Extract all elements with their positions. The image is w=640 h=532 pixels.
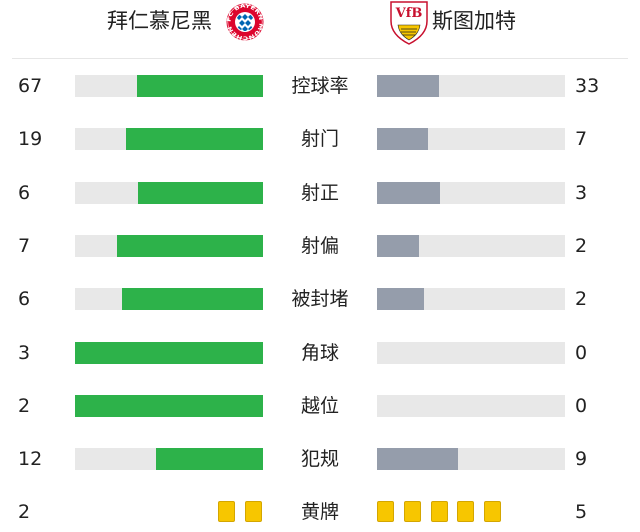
stat-label: 被封堵	[291, 288, 349, 311]
away-value: 7	[575, 128, 588, 151]
stat-label: 黄牌	[300, 501, 339, 524]
home-team-name[interactable]: 拜仁慕尼黑	[107, 9, 212, 33]
stat-label: 射正	[300, 181, 339, 204]
home-bar-track	[75, 288, 263, 311]
stat-label: 射门	[300, 128, 339, 151]
home-value: 19	[18, 128, 43, 151]
home-bar-track	[75, 341, 263, 364]
away-bar-track	[377, 128, 565, 151]
away-bar-fill	[377, 75, 440, 97]
away-value: 2	[575, 288, 588, 311]
home-bar-fill	[137, 181, 263, 204]
home-value: 6	[18, 288, 31, 311]
away-value: 5	[575, 501, 588, 524]
away-value: 33	[575, 75, 600, 97]
home-bar-fill	[116, 234, 263, 257]
stat-label: 越位	[300, 394, 339, 417]
vfb-logo-icon: VfB	[390, 1, 428, 45]
away-bar-track	[377, 288, 565, 311]
header-divider	[12, 58, 628, 59]
home-bar-track	[75, 448, 263, 471]
home-bar-fill	[75, 341, 263, 364]
away-bar-track	[377, 75, 565, 97]
away-bar-track	[377, 341, 565, 364]
vfb-logo-text: VfB	[395, 6, 423, 21]
away-value: 0	[575, 394, 588, 417]
home-value: 7	[18, 234, 31, 257]
yellow-card-icon	[457, 501, 475, 523]
home-bar-track	[75, 394, 263, 417]
home-bar-track	[75, 234, 263, 257]
stat-label: 角球	[300, 341, 339, 364]
away-bar-fill	[377, 234, 419, 257]
home-bar-fill	[125, 128, 263, 151]
stat-row: 2 越位 0	[0, 386, 640, 426]
away-value: 2	[575, 234, 588, 257]
stat-row: 3 角球 0	[0, 333, 640, 373]
away-bar-track	[377, 181, 565, 204]
stat-label: 射偏	[300, 234, 339, 257]
yellow-card-icon	[245, 501, 262, 523]
bayern-logo-icon: FC BAYERN MÜNCHEN	[226, 3, 264, 41]
yellow-card-icon	[403, 501, 421, 523]
away-value: 9	[575, 448, 588, 471]
stat-row: 6 射正 3	[0, 173, 640, 213]
stat-row: 19 射门 7	[0, 119, 640, 159]
home-bar-track	[75, 128, 263, 151]
away-bar-fill	[377, 448, 458, 471]
home-value: 6	[18, 181, 31, 204]
home-bar-fill	[155, 448, 263, 471]
away-value: 3	[575, 181, 588, 204]
yellow-card-icon	[217, 501, 235, 523]
away-bar-fill	[377, 288, 424, 311]
stat-row: 7 射偏 2	[0, 226, 640, 266]
home-value: 67	[18, 75, 43, 97]
yellow-card-icon	[484, 501, 502, 523]
home-bar-fill	[137, 75, 263, 97]
yellow-card-icon	[377, 501, 394, 523]
home-bar-track	[75, 75, 263, 97]
home-value: 12	[18, 448, 43, 471]
yellow-card-icon	[430, 501, 448, 523]
home-value: 3	[18, 341, 31, 364]
away-bar-fill	[377, 181, 440, 204]
home-bar-fill	[122, 288, 263, 311]
away-value: 0	[575, 341, 588, 364]
away-bar-fill	[377, 128, 428, 151]
home-bar-track	[75, 181, 263, 204]
home-value: 2	[18, 394, 31, 417]
stat-row: 67 控球率 33	[0, 66, 640, 106]
home-bar-fill	[75, 394, 263, 417]
away-team-name[interactable]: 斯图加特	[432, 9, 516, 33]
stat-row: 12 犯规 9	[0, 439, 640, 479]
stat-label: 控球率	[291, 75, 349, 97]
away-bar-track	[377, 234, 565, 257]
stat-label: 犯规	[300, 448, 339, 471]
away-bar-track	[377, 448, 565, 471]
stat-row: 6 被封堵 2	[0, 279, 640, 319]
home-value: 2	[18, 501, 31, 524]
away-bar-track	[377, 394, 565, 417]
yellow-cards-row: 2 黄牌 5	[0, 492, 640, 532]
